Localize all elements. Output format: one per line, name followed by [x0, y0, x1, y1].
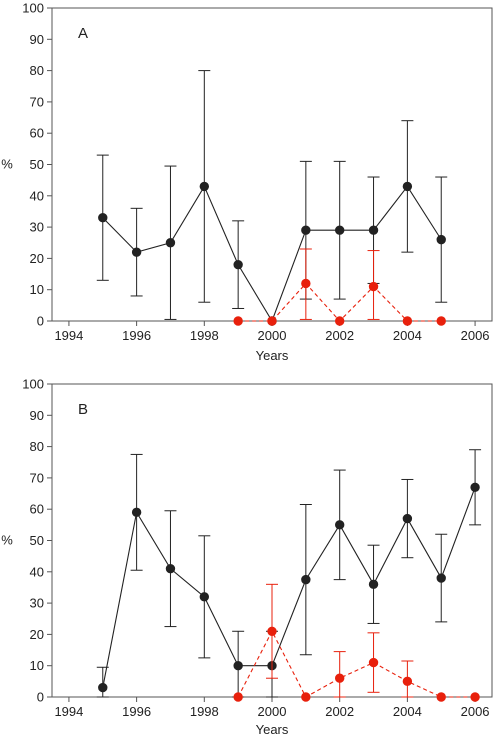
- x-tick-label: 1996: [122, 704, 151, 719]
- data-point: [368, 225, 379, 235]
- y-tick-label: 10: [30, 658, 44, 673]
- x-tick-label: 1998: [190, 328, 219, 343]
- series-line: [102, 185, 442, 323]
- y-tick-label: 50: [30, 533, 44, 548]
- data-point: [368, 657, 379, 668]
- data-point: [165, 563, 176, 574]
- data-point: [301, 225, 311, 235]
- y-tick-label: 40: [30, 564, 44, 579]
- data-point: [233, 316, 243, 326]
- data-point: [334, 316, 345, 326]
- x-axis-title: Years: [256, 348, 289, 363]
- y-tick-label: 20: [30, 251, 44, 266]
- panel-b: 0 10 20 30 40 50 60 70 80 90 100 1994 1996 1998 2000 20…: [1, 377, 493, 737]
- y-tick-label: 70: [30, 470, 44, 485]
- y-axis-title: %: [1, 157, 13, 172]
- y-axis-title: %: [1, 533, 13, 548]
- panel-a: 0 10 20 30 40 50 60 70 80 90 100 1994 1996 1998 2000 20…: [1, 1, 493, 363]
- y-tick-label: 40: [30, 188, 44, 203]
- data-point: [233, 692, 243, 702]
- x-axis-title: Years: [256, 722, 289, 737]
- panel-letter: B: [78, 401, 88, 418]
- series-1: [233, 583, 480, 702]
- y-tick-label: 70: [30, 94, 44, 109]
- y-tick-label: 90: [30, 408, 44, 423]
- series-1: [233, 248, 446, 326]
- y-tick-label: 60: [30, 126, 44, 141]
- data-point: [436, 234, 446, 245]
- x-tick-label: 2004: [393, 328, 422, 343]
- data-point: [131, 247, 142, 257]
- data-point: [267, 626, 277, 636]
- data-point: [98, 682, 108, 693]
- data-point: [436, 316, 446, 326]
- x-tick-label: 1994: [54, 704, 83, 719]
- data-point: [368, 579, 379, 590]
- y-tick-label: 10: [30, 282, 44, 297]
- y-tick-label: 80: [30, 439, 44, 454]
- y-tick-label: 30: [30, 596, 44, 611]
- y-tick-label: 0: [37, 314, 44, 329]
- data-point: [131, 507, 142, 518]
- data-point: [199, 592, 210, 602]
- y-tick-label: 50: [30, 157, 44, 172]
- data-point: [267, 316, 277, 326]
- x-tick-label: 2002: [325, 328, 354, 343]
- x-tick-label: 2002: [325, 704, 354, 719]
- x-tick-label: 1996: [122, 328, 151, 343]
- x-tick-label: 2004: [393, 704, 422, 719]
- y-tick-label: 60: [30, 502, 44, 517]
- data-point: [301, 574, 311, 585]
- data-point: [165, 238, 176, 248]
- data-point: [98, 213, 108, 223]
- data-point: [368, 281, 379, 292]
- series-line: [102, 487, 476, 688]
- series-line: [237, 630, 476, 698]
- y-tick-label: 100: [22, 377, 44, 392]
- y-tick-label: 20: [30, 627, 44, 642]
- data-point: [436, 573, 446, 583]
- panel-letter: A: [78, 25, 88, 42]
- x-tick-label: 2006: [461, 704, 490, 719]
- y-tick-label: 100: [22, 1, 44, 16]
- y-tick-label: 0: [37, 690, 44, 705]
- data-point: [334, 673, 345, 683]
- data-point: [402, 181, 413, 192]
- data-point: [301, 278, 311, 289]
- series-0: [96, 70, 448, 326]
- y-tick-label: 30: [30, 220, 44, 235]
- data-point: [402, 316, 413, 326]
- data-point: [334, 520, 345, 530]
- plot-frame: [51, 7, 493, 322]
- x-tick-label: 2000: [258, 328, 287, 343]
- x-tick-label: 2000: [258, 704, 287, 719]
- x-tick-label: 1994: [54, 328, 83, 343]
- y-tick-label: 90: [30, 32, 44, 47]
- data-point: [233, 661, 243, 671]
- data-point: [402, 513, 413, 524]
- data-point: [470, 482, 480, 492]
- series-0: [96, 449, 482, 698]
- data-point: [301, 692, 311, 702]
- data-point: [402, 676, 413, 687]
- data-point: [199, 181, 210, 192]
- data-point: [334, 225, 345, 235]
- data-point: [470, 692, 480, 702]
- x-tick-label: 2006: [461, 328, 490, 343]
- data-point: [233, 259, 243, 270]
- y-tick-label: 80: [30, 63, 44, 78]
- data-point: [436, 692, 446, 702]
- x-tick-label: 1998: [190, 704, 219, 719]
